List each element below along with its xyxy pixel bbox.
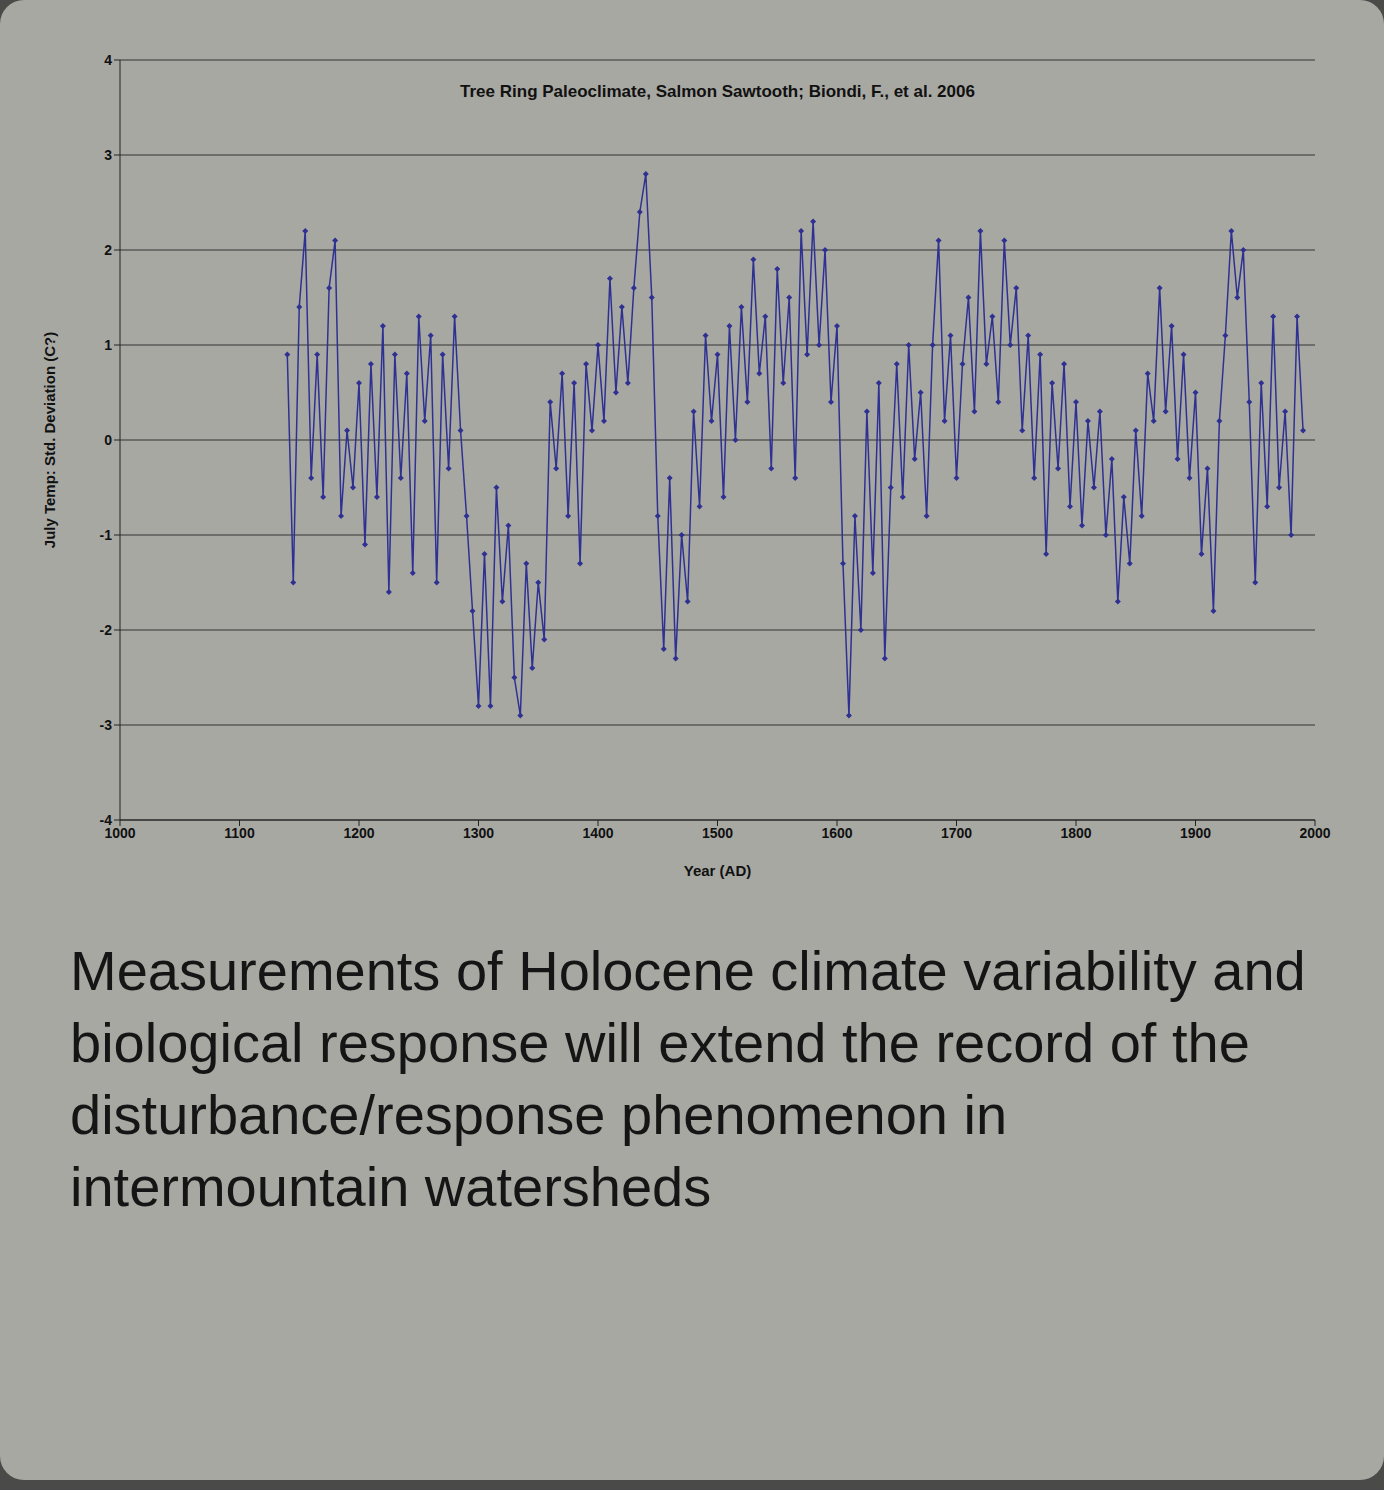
svg-text:1400: 1400 — [582, 825, 613, 841]
svg-text:1700: 1700 — [941, 825, 972, 841]
svg-text:1200: 1200 — [343, 825, 374, 841]
svg-text:1600: 1600 — [821, 825, 852, 841]
svg-text:4: 4 — [104, 52, 112, 68]
svg-text:July Temp: Std. Deviation (C?): July Temp: Std. Deviation (C?) — [41, 332, 58, 548]
svg-text:1800: 1800 — [1060, 825, 1091, 841]
html-text:Measurements of Holocene clima: Measurements of Holocene climate variabi… — [70, 939, 1306, 1218]
svg-text:2000: 2000 — [1299, 825, 1330, 841]
svg-text:2: 2 — [104, 242, 112, 258]
svg-text:1900: 1900 — [1180, 825, 1211, 841]
svg-text:0: 0 — [104, 432, 112, 448]
svg-text:-4: -4 — [100, 812, 113, 828]
svg-text:1000: 1000 — [104, 824, 136, 841]
svg-text:-1: -1 — [100, 527, 113, 543]
svg-text:1: 1 — [104, 337, 112, 353]
svg-text:-2: -2 — [100, 622, 113, 638]
svg-text:1300: 1300 — [463, 825, 494, 841]
svg-text:Year (AD): Year (AD) — [684, 862, 752, 879]
svg-text:1100: 1100 — [224, 825, 255, 841]
html-text:Tree Ring Paleoclimate, Salmon: Tree Ring Paleoclimate, Salmon Sawtooth;… — [460, 82, 975, 101]
svg-text:1500: 1500 — [702, 825, 733, 841]
svg-text:-3: -3 — [100, 717, 113, 733]
svg-text:3: 3 — [104, 147, 112, 163]
